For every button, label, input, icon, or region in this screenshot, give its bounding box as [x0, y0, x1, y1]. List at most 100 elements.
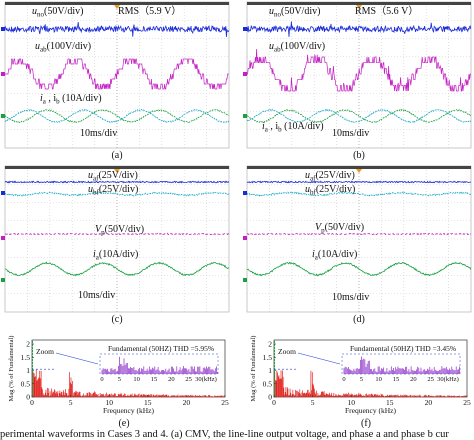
scope-label: ia(10A/div)	[312, 249, 357, 262]
y-tick-label: 1	[268, 366, 272, 375]
scope-top-bar	[5, 166, 229, 169]
channel-marker	[243, 114, 247, 118]
x-tick-label: 20	[425, 398, 433, 407]
scope-label: 10ms/div	[332, 292, 369, 303]
label-text: (50V/div)	[44, 6, 83, 17]
y-tick-label: 1	[26, 366, 30, 375]
y-tick-label: 1.5	[263, 353, 273, 362]
label-text: (10A/div)	[318, 249, 357, 260]
y-axis-label: Mag (% of Fundamental)	[8, 336, 15, 402]
scope-label: uno(50V/div)	[269, 6, 320, 19]
scope-label: ubf(25V/div)	[88, 184, 138, 197]
x-tick-label: 15	[144, 398, 152, 407]
zoom-arrow	[297, 352, 341, 365]
label-text: (50V/div)	[105, 224, 144, 235]
label-text: u	[305, 170, 310, 181]
scope-panel: uno(50V/div) RMS（5.6 V）uab(100V/div)ia , …	[243, 1, 472, 161]
inset-tick-label: 20	[410, 376, 417, 383]
waveform	[247, 108, 472, 124]
channel-marker	[243, 236, 247, 240]
scope-label: Vp(50V/div)	[315, 222, 364, 235]
label-text: (10A/div)	[282, 121, 324, 132]
waveform	[5, 58, 229, 90]
inset-tick-label: 5	[360, 376, 363, 383]
label-subscript: af	[93, 175, 99, 183]
panel-letter: (c)	[111, 314, 122, 325]
scope-label: 10ms/div	[78, 290, 115, 301]
scope-top-bar	[247, 2, 471, 5]
label-subscript: af	[310, 175, 316, 183]
y-tick-label: 0.5	[21, 379, 31, 388]
scope-label: uaf(25V/div)	[305, 170, 355, 183]
inset-tick-label: 30(kHz)	[437, 376, 459, 383]
scope-label: ia(10A/div)	[93, 249, 138, 262]
scope-label: 10ms/div	[80, 128, 117, 139]
caption: perimental waveforms in Cases 3 and 4. (…	[0, 429, 449, 440]
label-text: (50V/div)	[281, 6, 320, 17]
label-text: u	[35, 41, 40, 52]
label-subscript: a	[265, 126, 269, 134]
label-text: u	[88, 184, 93, 195]
label-text: (100V/div)	[47, 41, 91, 52]
scope-label: 10ms/div	[332, 128, 369, 139]
x-tick-label: 0	[30, 398, 34, 407]
waveform	[246, 108, 472, 124]
y-tick-label: 0	[26, 393, 30, 402]
panel-letter: (b)	[353, 150, 365, 161]
channel-marker	[243, 191, 247, 195]
label-text: , i	[268, 121, 279, 132]
inset-tick-label: 25	[185, 376, 192, 383]
waveform	[4, 261, 229, 277]
spectrum-title: Fundamental (50HZ) THD =3.45%	[350, 344, 456, 353]
x-axis-label: Frequency (kHz)	[345, 406, 397, 415]
scope-label: ia , ib (10A/div)	[262, 121, 324, 134]
spectrum-panel: 0 5 10 15 20 25 30(kHz)Fundamental (50HZ) THD …	[250, 336, 471, 429]
scope-label: ia , ib (10A/div)	[40, 93, 102, 106]
channel-marker	[1, 27, 5, 31]
x-tick-label: 5	[311, 398, 315, 407]
label-text: 10ms/div	[80, 128, 117, 139]
label-text: RMS（5.9 V）	[118, 5, 181, 17]
label-subscript: ab	[40, 46, 47, 54]
label-text: (10A/div)	[60, 93, 102, 104]
waveform	[4, 108, 230, 124]
label-text: i	[312, 249, 315, 260]
inset-tick-label: 30(kHz)	[195, 376, 217, 383]
waveform	[246, 232, 472, 236]
panel-letter: (a)	[111, 150, 122, 161]
label-text: V	[95, 224, 103, 235]
label-text: (10A/div)	[99, 249, 138, 260]
x-tick-label: 5	[69, 398, 73, 407]
label-text: (25V/div)	[316, 184, 355, 195]
scope-label: uaf(25V/div)	[88, 170, 138, 183]
waveform	[4, 232, 230, 236]
inset-tick-label: 0	[342, 376, 345, 383]
label-text: i	[40, 93, 43, 104]
label-text: 10ms/div	[332, 292, 369, 303]
label-subscript: a	[96, 254, 100, 262]
waveform	[246, 261, 472, 277]
label-text: (25V/div)	[98, 170, 137, 181]
waveform	[246, 21, 472, 37]
x-tick-label: 25	[221, 398, 229, 407]
label-text: (25V/div)	[315, 170, 354, 181]
label-text: u	[32, 6, 37, 17]
channel-marker	[243, 278, 247, 282]
scope-top-bar	[5, 2, 229, 5]
waveform	[247, 48, 471, 92]
label-text: u	[269, 41, 274, 52]
y-tick-label: 2	[268, 340, 272, 349]
label-text: 10ms/div	[78, 290, 115, 301]
y-axis-label: Mag (% of Fundamental)	[250, 336, 257, 402]
panel-letter: (d)	[353, 314, 365, 325]
label-text: RMS（5.6 V）	[355, 5, 418, 17]
panel-letter: (f)	[361, 418, 371, 429]
label-text: u	[88, 170, 93, 181]
scope-label: RMS（5.6 V）	[355, 5, 418, 17]
label-text: i	[262, 121, 265, 132]
inset-tick-label: 0	[100, 376, 103, 383]
waveform	[4, 21, 230, 38]
label-subscript: p	[101, 229, 105, 237]
label-subscript: no	[274, 11, 282, 19]
channel-marker	[1, 72, 5, 76]
